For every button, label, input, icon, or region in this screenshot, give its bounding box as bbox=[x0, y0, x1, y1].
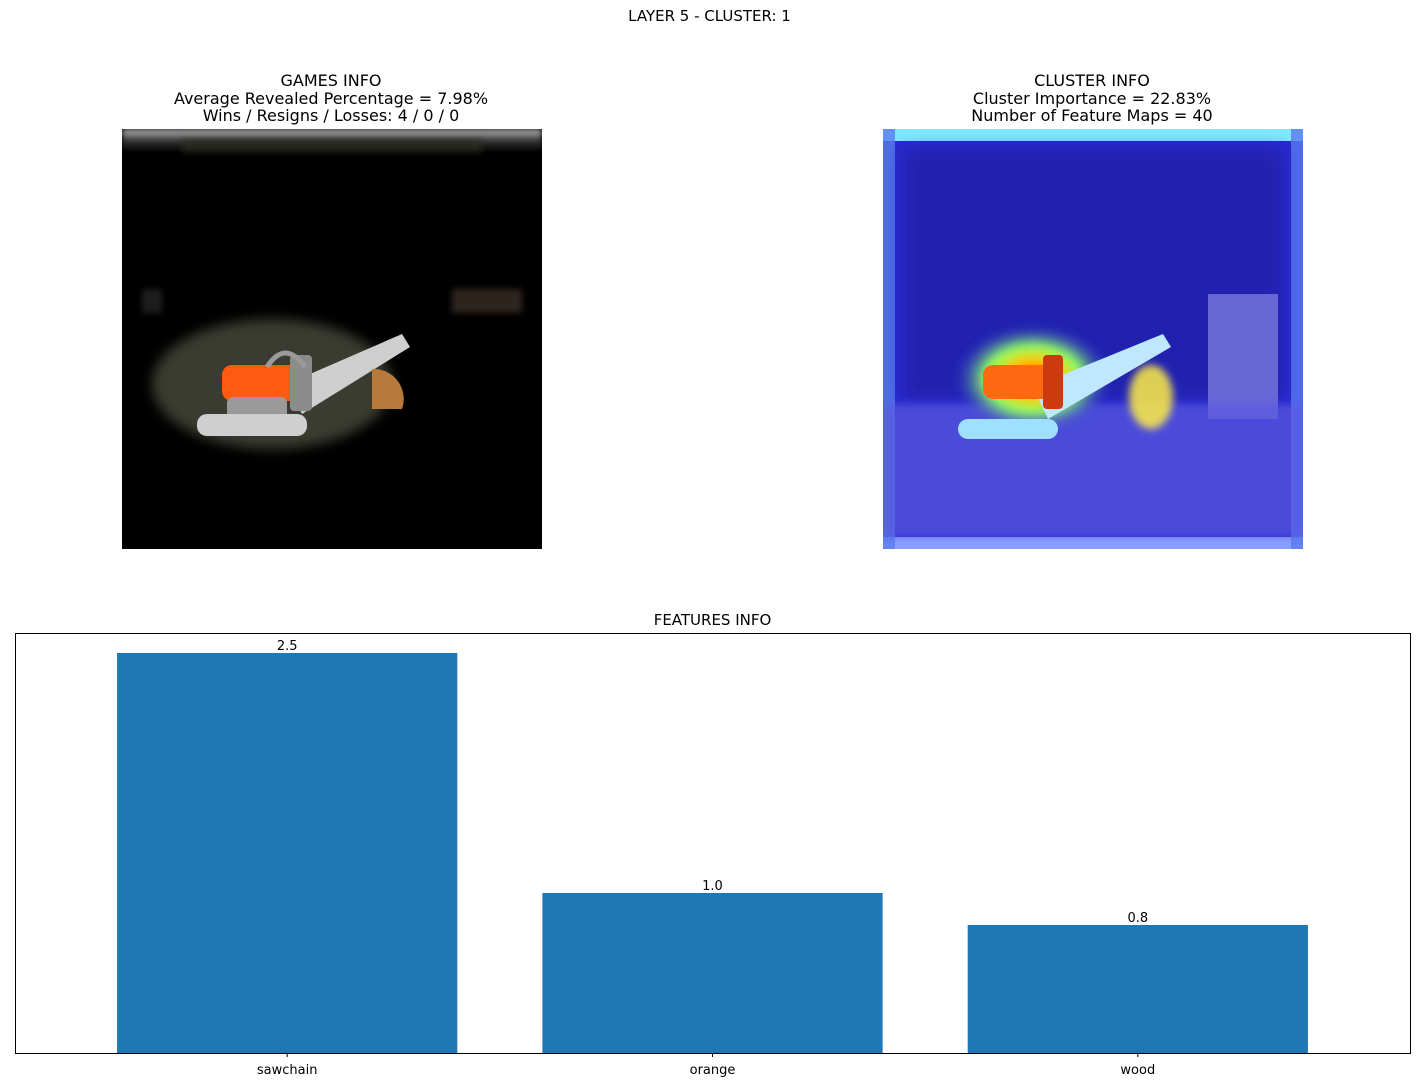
cluster-info-header: CLUSTER INFO Cluster Importance = 22.83%… bbox=[842, 72, 1342, 125]
cluster-info-title: CLUSTER INFO bbox=[1034, 71, 1150, 90]
chainsaw-figure-heatmap bbox=[958, 334, 1171, 439]
bar-wood bbox=[967, 925, 1308, 1053]
features-bar-chart: 2.5 1.0 0.8 sawchain orange wood bbox=[15, 633, 1411, 1078]
cluster-info-importance: Cluster Importance = 22.83% bbox=[972, 88, 1212, 108]
x-tick-label-orange: orange bbox=[690, 1063, 736, 1078]
bar-value-label-wood: 0.8 bbox=[1127, 911, 1148, 926]
bar-orange bbox=[542, 893, 883, 1053]
bar-sawchain bbox=[117, 653, 458, 1053]
x-tick-label-wood: wood bbox=[1120, 1063, 1155, 1078]
revealed-image bbox=[122, 129, 542, 549]
bar-value-label-orange: 1.0 bbox=[702, 879, 723, 894]
games-info-wins-resigns-losses: Wins / Resigns / Losses: 4 / 0 / 0 bbox=[202, 106, 460, 125]
revealed-image-svg bbox=[122, 129, 542, 549]
cluster-heatmap-svg bbox=[883, 129, 1303, 549]
x-tick-label-sawchain: sawchain bbox=[257, 1063, 318, 1078]
cluster-heatmap-image bbox=[883, 129, 1303, 549]
x-ticks-group: sawchain orange wood bbox=[257, 1053, 1155, 1078]
chainsaw-figure bbox=[197, 334, 410, 436]
bar-value-label-sawchain: 2.5 bbox=[277, 639, 298, 654]
games-info-revealed-percentage: Average Revealed Percentage = 7.98% bbox=[173, 88, 489, 108]
bars-group: 2.5 1.0 0.8 bbox=[117, 639, 1308, 1053]
games-info-header: GAMES INFO Average Revealed Percentage =… bbox=[81, 72, 581, 125]
chart-title: FEATURES INFO bbox=[653, 611, 772, 629]
cluster-info-feature-maps: Number of Feature Maps = 40 bbox=[971, 106, 1213, 125]
games-info-title: GAMES INFO bbox=[280, 71, 382, 90]
figure-suptitle: LAYER 5 - CLUSTER: 1 bbox=[628, 7, 791, 25]
